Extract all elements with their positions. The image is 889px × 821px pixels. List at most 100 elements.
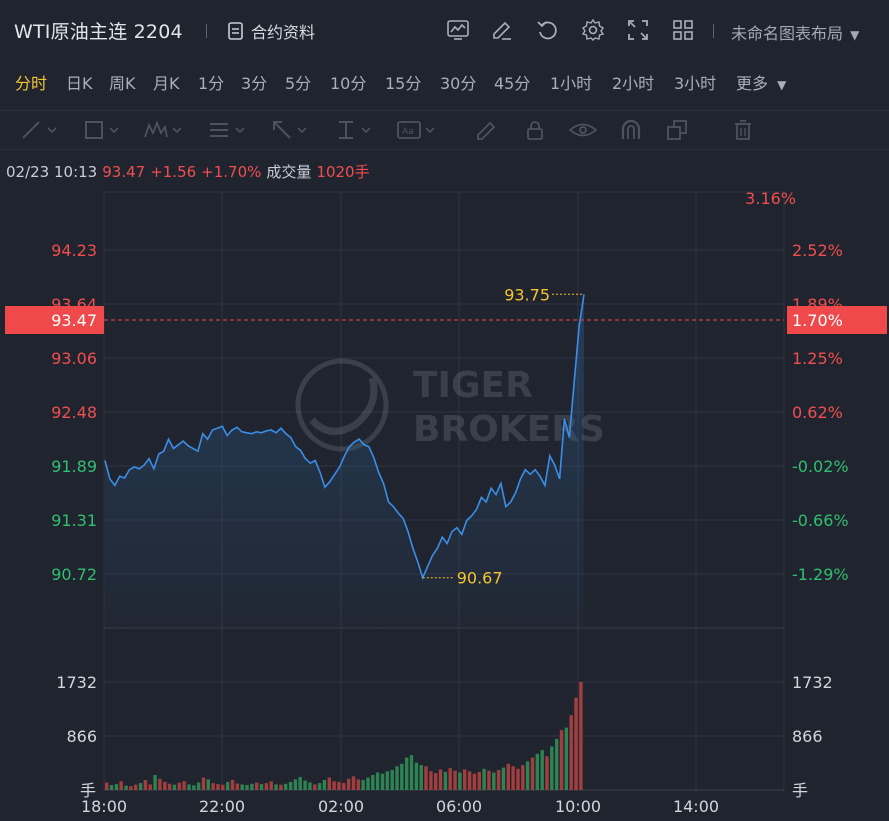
- magnet-icon[interactable]: [614, 119, 654, 141]
- volume-bar: [206, 779, 210, 790]
- volume-bar: [153, 775, 157, 790]
- tab-period-2h[interactable]: 2小时: [612, 74, 655, 93]
- volume-bar: [346, 778, 351, 790]
- text-icon[interactable]: Aa: [396, 119, 436, 141]
- volume-bar: [443, 771, 448, 790]
- volume-bar: [293, 779, 298, 790]
- volume-bar: [463, 769, 467, 790]
- volume-bar: [438, 769, 443, 790]
- fullscreen-icon[interactable]: [626, 18, 650, 42]
- volume-bar: [109, 785, 114, 790]
- volume-bar: [259, 784, 264, 790]
- volume-bar: [525, 761, 530, 790]
- trend-line-icon[interactable]: [20, 119, 60, 141]
- watermark-logo-stripe: [309, 377, 378, 435]
- tab-period-45min[interactable]: 45分: [494, 74, 531, 93]
- volume-bar: [167, 783, 172, 790]
- volume-bar: [163, 781, 167, 790]
- volume-bar: [255, 782, 259, 790]
- tab-period-5min[interactable]: 5分: [285, 74, 312, 93]
- volume-bar: [105, 782, 109, 790]
- tab-period-15min[interactable]: 15分: [385, 74, 422, 93]
- volume-bar: [288, 781, 293, 790]
- volume-bar: [235, 783, 239, 790]
- arrow-icon[interactable]: [270, 119, 310, 141]
- volume-bar: [361, 780, 365, 790]
- volume-bar: [506, 763, 510, 790]
- tab-period-30min[interactable]: 30分: [440, 74, 477, 93]
- volume-bar: [124, 785, 128, 790]
- volume-bar: [114, 784, 119, 790]
- volume-bar: [356, 779, 360, 790]
- volume-bar: [458, 772, 462, 790]
- vertical-line-icon[interactable]: [334, 119, 374, 141]
- settings-icon[interactable]: [581, 18, 605, 42]
- fib-icon[interactable]: [207, 119, 247, 141]
- layout-dropdown[interactable]: 未命名图表布局 ▼: [731, 20, 859, 44]
- tab-period-1h[interactable]: 1小时: [550, 74, 593, 93]
- pct-axis-label: -0.02%: [792, 457, 849, 476]
- volume-bar: [332, 781, 336, 790]
- volume-bar: [405, 757, 409, 790]
- volume-bar: [390, 770, 394, 790]
- tab-period-3h[interactable]: 3小时: [674, 74, 717, 93]
- tab-period-10min[interactable]: 10分: [330, 74, 367, 93]
- layout-grid-icon[interactable]: [671, 18, 695, 42]
- lock-icon[interactable]: [518, 119, 558, 141]
- price-axis-label: 92.48: [51, 403, 97, 422]
- quote-volume: 1020手: [316, 163, 370, 181]
- time-axis-label: 02:00: [318, 797, 364, 816]
- pct-axis-label: 2.52%: [792, 241, 843, 260]
- layout-name-label: 未命名图表布局: [731, 24, 844, 43]
- eye-icon[interactable]: [566, 119, 606, 141]
- tab-period-monthly[interactable]: 月K: [153, 74, 180, 93]
- volume-bar: [342, 783, 346, 790]
- tab-period-more[interactable]: 更多 ▼: [736, 70, 786, 94]
- rectangle-icon[interactable]: [82, 119, 122, 141]
- current-price-tag: [5, 306, 104, 334]
- volume-unit-label: 手: [80, 781, 96, 800]
- volume-bar: [177, 782, 181, 790]
- more-label: 更多: [736, 74, 769, 93]
- volume-bar: [279, 784, 283, 790]
- layers-icon[interactable]: [662, 119, 702, 141]
- symbol-title[interactable]: WTI原油主连 2204: [14, 21, 183, 43]
- contract-info-button[interactable]: 合约资料: [228, 19, 315, 43]
- undo-icon[interactable]: [535, 18, 559, 42]
- trash-icon[interactable]: [726, 119, 766, 141]
- edit-icon[interactable]: [490, 18, 514, 42]
- chart-template-icon[interactable]: [446, 18, 470, 42]
- tab-period-3min[interactable]: 3分: [241, 74, 268, 93]
- drawing-toolbar: Aa: [0, 110, 889, 150]
- time-axis-label: 10:00: [555, 797, 601, 816]
- caret-down-icon: ▼: [777, 78, 787, 92]
- volume-bar: [158, 778, 162, 790]
- volume-bar: [221, 784, 225, 790]
- volume-bar: [467, 771, 472, 790]
- pattern-icon[interactable]: [143, 119, 183, 141]
- volume-bar: [129, 786, 133, 790]
- period-tabs: 分时 日K 周K 月K 1分 3分 5分 10分 15分 30分 45分 1小时…: [0, 70, 889, 98]
- volume-bar: [351, 776, 356, 790]
- volume-axis-label: 1732: [56, 673, 97, 692]
- volume-bar: [559, 730, 564, 790]
- contract-info-label: 合约资料: [251, 23, 316, 42]
- brush-icon[interactable]: [470, 119, 510, 141]
- tab-period-daily[interactable]: 日K: [66, 74, 93, 93]
- volume-bar: [182, 781, 186, 790]
- volume-bar: [496, 770, 501, 790]
- tab-period-weekly[interactable]: 周K: [109, 74, 136, 93]
- price-axis-label: 93.06: [51, 349, 97, 368]
- pct-axis-label: -1.29%: [792, 565, 849, 584]
- quote-datetime: 02/23 10:13: [6, 163, 98, 181]
- caret-down-icon: ▼: [850, 28, 860, 42]
- time-axis-label: 14:00: [673, 797, 719, 816]
- volume-bar: [211, 783, 215, 790]
- volume-bar: [245, 785, 249, 790]
- tab-period-1min[interactable]: 1分: [198, 74, 225, 93]
- tab-period-fenshi[interactable]: 分时: [15, 74, 48, 93]
- volume-bar: [230, 780, 235, 790]
- volume-bar: [380, 773, 385, 790]
